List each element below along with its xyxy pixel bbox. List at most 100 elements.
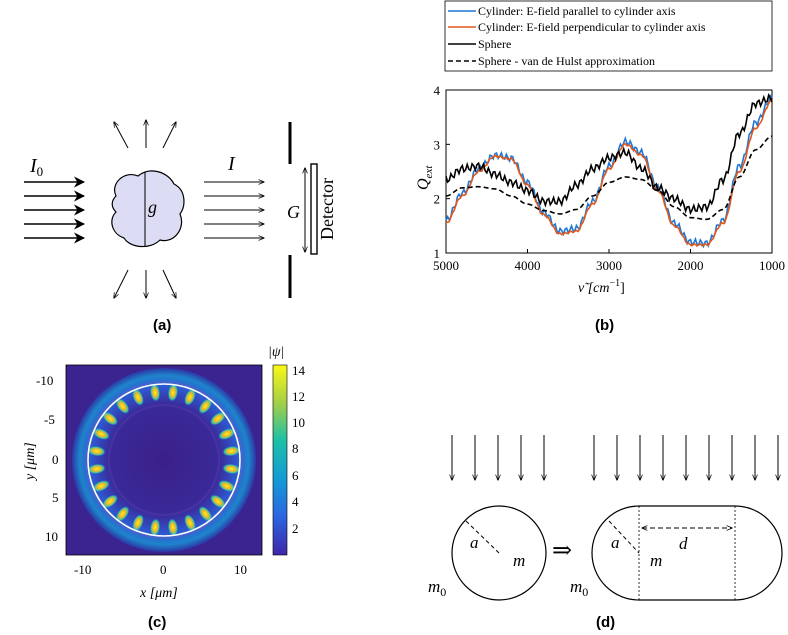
transmitted-arrows	[204, 182, 264, 238]
panel-c-label: (c)	[148, 614, 166, 631]
field-hotspot	[218, 428, 236, 440]
detector-label: Detector	[317, 178, 337, 240]
field-hotspot	[92, 428, 110, 440]
y-tick: 0	[52, 452, 59, 467]
field-hotspot	[210, 494, 226, 509]
incident-arrows-sphere	[452, 435, 544, 480]
y-tick: 5	[52, 490, 59, 505]
field-hotspot	[102, 411, 118, 426]
legend-entry-perpendicular: Cylinder: E-field perpendicular to cylin…	[478, 20, 706, 34]
sphere-medium-label: m	[513, 551, 525, 570]
incident-arrows	[24, 176, 86, 244]
field-hotspot	[218, 480, 236, 492]
series-line-2	[445, 92, 773, 216]
x-tick-label: 2000	[678, 258, 704, 273]
field-hotspot	[167, 518, 178, 537]
field-heatmap	[66, 365, 262, 555]
field-hotspot	[167, 383, 178, 402]
field-hotspot	[222, 446, 241, 457]
y-tick-label: 2	[434, 192, 441, 207]
field-hotspot	[184, 514, 196, 532]
x-axis-label-c: x [μm]	[139, 586, 178, 601]
field-hotspot	[87, 463, 106, 474]
field-hotspot	[198, 506, 213, 522]
scattered-arrows-bottom	[114, 269, 176, 298]
panel-b: Cylinder: E-field parallel to cylinder a…	[415, 0, 785, 334]
colorbar-label: |ψ|	[268, 345, 284, 360]
field-hotspot	[184, 388, 196, 406]
field-hotspot	[132, 388, 144, 406]
colorbar-tick: 10	[292, 415, 305, 430]
x-tick: 0	[160, 562, 167, 577]
chart-legend: Cylinder: E-field parallel to cylinder a…	[444, 0, 773, 72]
field-hotspots	[87, 383, 241, 537]
panel-c: -10 -5 0 5 10 -10 0 10 y [μm] x [μm] |ψ|…	[23, 345, 306, 631]
y-axis-ticks: 1 2 3 4	[434, 83, 450, 261]
series-line-0	[445, 94, 773, 249]
cylinder-radius-line	[608, 520, 640, 554]
y-tick-label: 3	[434, 137, 441, 152]
legend-entry-sphere: Sphere	[478, 37, 511, 51]
panel-a: I0 g I G Dete	[24, 120, 337, 334]
x-axis-label: ν̃ [cm−1]	[578, 278, 625, 296]
series-line-1	[446, 99, 773, 247]
field-hotspot	[132, 514, 144, 532]
legend-entry-vdh: Sphere - van de Hulst approximation	[478, 54, 655, 68]
panel-b-label: (b)	[595, 317, 614, 334]
colorbar-tick: 6	[292, 468, 299, 483]
field-hotspot	[150, 383, 161, 402]
field-hotspot	[115, 506, 130, 522]
y-tick-label: 4	[434, 83, 441, 98]
incident-arrows-cylinder	[594, 435, 778, 480]
colorbar	[272, 364, 288, 556]
cylinder-radius-label: a	[611, 533, 620, 552]
x-tick-label: 4000	[515, 258, 541, 273]
field-hotspot	[87, 446, 106, 457]
x-tick-label: 3000	[596, 258, 622, 273]
y-tick: -5	[44, 412, 55, 427]
chart-series	[445, 92, 773, 249]
legend-entry-parallel: Cylinder: E-field parallel to cylinder a…	[478, 4, 676, 18]
transmitted-intensity-label: I	[227, 153, 236, 175]
cylinder-length-label: d	[679, 534, 688, 553]
x-tick: -10	[74, 562, 91, 577]
y-tick: 10	[45, 529, 58, 544]
x-tick-label: 1000	[759, 258, 785, 273]
transform-arrow: ⇒	[552, 538, 572, 564]
panel-a-label: (a)	[153, 317, 171, 334]
outer-medium-label: m0	[428, 577, 446, 599]
colorbar-tick: 14	[292, 363, 306, 378]
outer-medium-label-2: m0	[570, 577, 588, 599]
field-hotspot	[92, 480, 110, 492]
colorbar-tick: 12	[292, 389, 305, 404]
colorbar-tick: 8	[292, 441, 299, 456]
field-hotspot	[198, 398, 213, 414]
field-hotspot	[150, 518, 161, 537]
x-axis-ticks: 5000 4000 3000 2000 1000	[433, 249, 785, 273]
scattered-arrows-top	[114, 120, 176, 149]
sphere-radius-line	[465, 520, 500, 554]
field-hotspot	[210, 411, 226, 426]
field-hotspot	[115, 398, 130, 414]
particle-boundary-circle	[87, 383, 241, 537]
series-line-3	[445, 135, 773, 221]
cylinder-medium-label: m	[650, 551, 662, 570]
x-tick-label: 5000	[433, 258, 459, 273]
legend-box	[444, 0, 773, 72]
colorbar-tick: 2	[292, 521, 299, 536]
field-hotspot	[102, 494, 118, 509]
y-axis-label-c: y [μm]	[23, 442, 38, 482]
incident-intensity-label: I0	[29, 155, 43, 179]
particle-shape	[111, 170, 185, 248]
panel-d: a m m0 ⇒ a m d m0 (d)	[428, 435, 783, 631]
y-tick-label: 1	[434, 246, 441, 261]
sphere-radius-label: a	[470, 533, 479, 552]
aperture-label: G	[287, 202, 300, 222]
colorbar-tick: 4	[292, 494, 299, 509]
particle-label: g	[148, 197, 157, 217]
panel-d-label: (d)	[596, 614, 615, 631]
y-axis-label: Qext	[415, 165, 435, 190]
cylinder-outline	[591, 505, 783, 601]
field-hotspot	[222, 463, 241, 474]
